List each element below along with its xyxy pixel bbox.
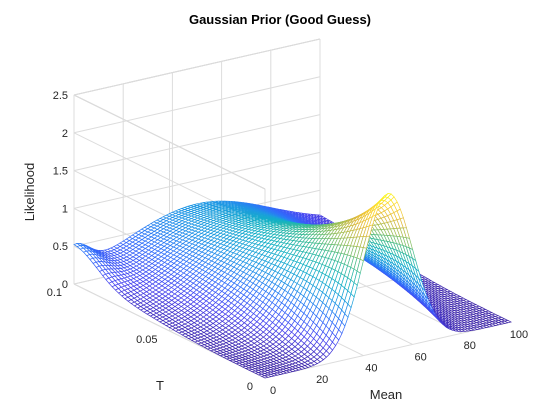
y-axis-label: T xyxy=(156,378,164,393)
z-tick-label: 2 xyxy=(62,128,68,140)
x-tick-label: 20 xyxy=(316,374,328,386)
wall-grid-z-right xyxy=(73,38,321,96)
x-tick-label: 60 xyxy=(414,351,426,363)
y-tick-label: 0.1 xyxy=(47,287,62,299)
wall-grid-z-right xyxy=(73,76,321,134)
x-tick-label: 80 xyxy=(464,340,476,352)
surface-mesh xyxy=(73,193,513,379)
x-tick-label: 100 xyxy=(510,329,528,341)
z-tick-label: 1.5 xyxy=(53,166,68,178)
z-tick-label: 1 xyxy=(62,203,68,215)
z-axis-label: Likelihood xyxy=(22,163,37,222)
y-tick-label: 0.05 xyxy=(136,334,157,346)
floor-grid-y xyxy=(264,321,512,379)
surface-face xyxy=(503,320,513,324)
z-tick-label: 2.5 xyxy=(53,90,68,102)
x-axis-label: Mean xyxy=(370,387,403,402)
z-tick-label: 0.5 xyxy=(53,241,68,253)
y-tick-label: 0 xyxy=(247,381,253,393)
x-tick-label: 40 xyxy=(365,363,377,375)
z-tick-label: 0 xyxy=(62,279,68,291)
wall-grid-z-right xyxy=(73,151,321,209)
x-tick-label: 0 xyxy=(270,385,276,397)
chart-title: Gaussian Prior (Good Guess) xyxy=(189,12,371,27)
wall-grid-z-right xyxy=(73,114,321,172)
